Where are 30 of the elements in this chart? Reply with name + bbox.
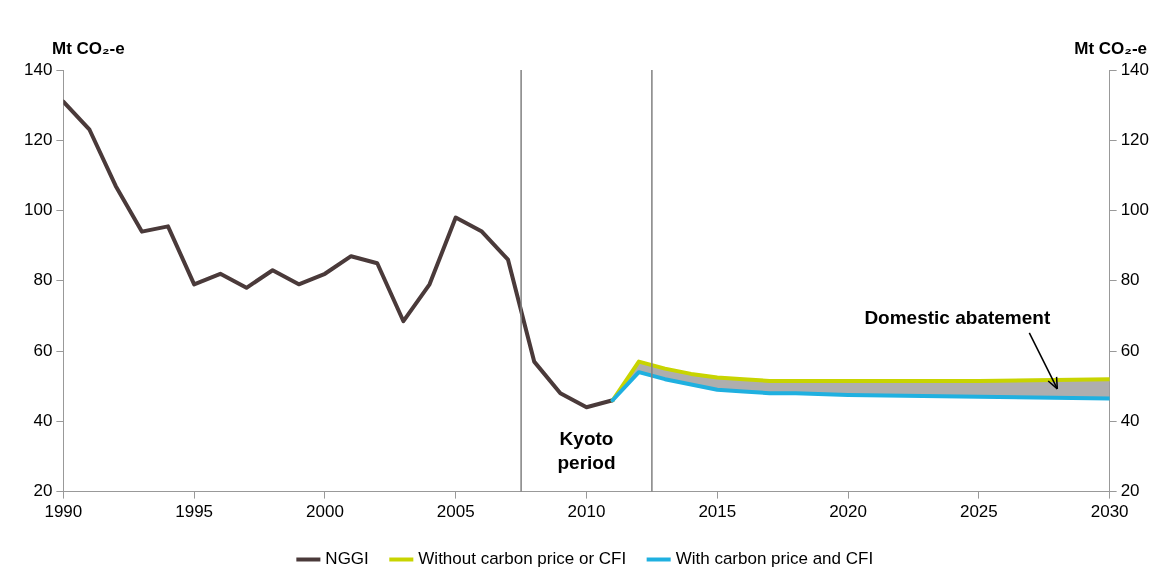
y-tick-label: 140: [23, 59, 53, 79]
annotation: Kyoto period: [557, 427, 616, 473]
x-tick-label: 2030: [1090, 502, 1129, 522]
y2-tick-label: 40: [1120, 411, 1140, 431]
y-tick-label: 80: [33, 270, 53, 290]
x-tick-label: 2005: [436, 502, 475, 522]
x-tick-label: 2025: [959, 502, 998, 522]
y2-tick-label: 20: [1120, 481, 1140, 501]
y2-tick-label: 120: [1120, 129, 1150, 149]
y2-tick-label: 80: [1120, 270, 1140, 290]
y2-tick-label: 60: [1120, 340, 1140, 360]
legend-label: Without carbon price or CFI: [418, 549, 627, 569]
y2-axis-title: Mt CO₂-e: [1074, 39, 1147, 59]
x-tick-label: 1995: [175, 502, 214, 522]
x-tick-label: 2010: [567, 502, 606, 522]
y-tick-label: 100: [23, 200, 53, 220]
y2-tick-label: 100: [1120, 200, 1150, 220]
y-tick-label: 120: [23, 129, 53, 149]
y-tick-label: 20: [33, 481, 53, 501]
y-tick-label: 60: [33, 340, 53, 360]
x-tick-label: 1990: [44, 502, 83, 522]
y-tick-label: 40: [33, 411, 53, 431]
legend-label: NGGI: [325, 549, 369, 569]
x-tick-label: 2020: [829, 502, 867, 522]
x-tick-label: 2000: [306, 502, 344, 522]
annotation: Domestic abatement: [864, 307, 1051, 329]
legend-label: With carbon price and CFI: [675, 549, 874, 569]
y2-tick-label: 140: [1120, 59, 1150, 79]
y-axis-title: Mt CO₂-e: [52, 39, 125, 59]
x-tick-label: 2015: [698, 502, 737, 522]
